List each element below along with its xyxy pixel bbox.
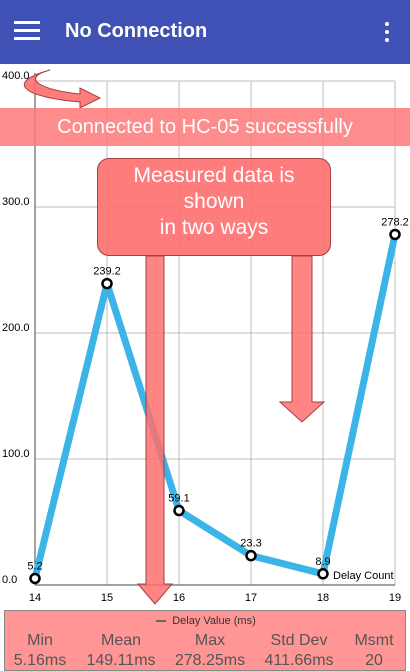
x-tick-label: 18 — [317, 592, 329, 604]
data-point-label: 5.2 — [27, 560, 42, 572]
stat-min: Min 5.16ms — [5, 631, 75, 671]
data-point — [245, 549, 257, 562]
data-point — [29, 572, 41, 585]
data-point-label: 59.1 — [168, 493, 189, 505]
stat-std-dev: Std Dev 411.66ms — [255, 631, 343, 671]
stat-msmt: Msmt 20 — [343, 631, 405, 671]
x-tick-label: 14 — [29, 592, 41, 604]
stat-max-value: 278.25ms — [174, 652, 246, 669]
x-tick-label: 15 — [101, 592, 113, 604]
delay-line-chart: 0.0 100.0 200.0 300.0 400.0 14 15 16 17 18 19 5.2… — [2, 69, 409, 605]
app-bar: No Connection — [0, 0, 410, 64]
stat-std-dev-label: Std Dev — [270, 632, 328, 649]
data-point-labels: 5.2 239.2 59.1 23.3 8.9 278.2 — [27, 216, 408, 572]
stat-min-value: 5.16ms — [13, 652, 67, 669]
data-point — [173, 504, 185, 517]
data-point — [389, 228, 401, 241]
stat-mean-value: 149.11ms — [86, 652, 156, 669]
data-point-label: 8.9 — [315, 556, 330, 568]
data-point-label: 23.3 — [240, 538, 261, 550]
stats-panel: Delay Value (ms) Min 5.16ms Mean 149.11m… — [4, 610, 406, 671]
y-axis-ticks: 0.0 100.0 200.0 300.0 400.0 — [2, 70, 30, 586]
stat-msmt-value: 20 — [365, 652, 383, 669]
stat-mean-label: Mean — [100, 632, 142, 649]
chart-grid — [34, 73, 396, 586]
y-tick-label: 300.0 — [2, 196, 30, 208]
down-arrow-right-annotation — [278, 255, 326, 423]
legend-label: Delay Value (ms) — [172, 615, 256, 627]
data-point — [101, 277, 113, 290]
stat-mean: Mean 149.11ms — [73, 631, 169, 671]
more-vert-icon[interactable] — [380, 20, 394, 44]
x-tick-label: 17 — [245, 592, 257, 604]
stat-std-dev-value: 411.66ms — [264, 652, 334, 669]
curved-arrow-annotation — [23, 69, 102, 109]
x-tick-label: 19 — [389, 592, 401, 604]
data-point — [317, 568, 329, 580]
y-tick-label: 0.0 — [2, 574, 17, 586]
data-point-label: 239.2 — [93, 266, 121, 278]
stat-min-label: Min — [27, 632, 53, 649]
x-tick-label: 16 — [173, 592, 185, 604]
connection-banner: Connected to HC-05 successfully — [0, 108, 410, 146]
down-arrow-left-annotation — [136, 255, 174, 605]
chart-legend: Delay Value (ms) — [5, 615, 407, 627]
data-points — [29, 228, 401, 585]
stat-max-label: Max — [194, 632, 226, 649]
legend-line-icon — [156, 620, 167, 623]
measured-data-callout: Measured data is shown in two ways — [97, 158, 331, 256]
callout-line-2: shown — [183, 190, 245, 213]
data-point-label: 278.2 — [381, 216, 409, 228]
y-tick-label: 400.0 — [2, 70, 30, 82]
delay-series-line — [31, 231, 399, 582]
y-tick-label: 100.0 — [2, 448, 30, 460]
y-tick-label: 200.0 — [2, 322, 30, 334]
stat-max: Max 278.25ms — [167, 631, 253, 671]
callout-line-3: in two ways — [159, 216, 269, 239]
callout-line-1: Measured data is — [133, 164, 295, 187]
x-axis-label: Delay Count — [333, 570, 394, 582]
hamburger-menu-icon[interactable] — [14, 21, 40, 41]
stat-msmt-label: Msmt — [354, 632, 394, 649]
app-title: No Connection — [65, 20, 208, 42]
x-axis-ticks: 14 15 16 17 18 19 — [29, 592, 401, 604]
